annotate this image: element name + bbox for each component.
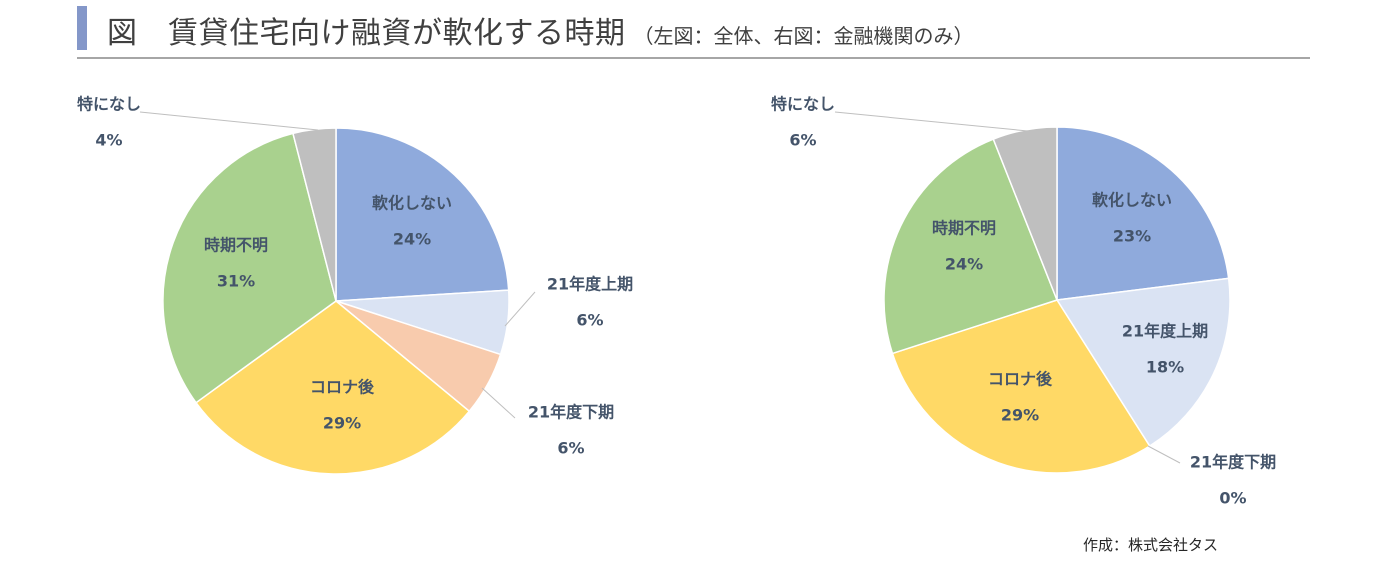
slice-label-unknown: 時期不明 bbox=[204, 236, 268, 255]
pie-slice-after-corona bbox=[194, 300, 471, 475]
slice-value-h1-21: 6% bbox=[576, 311, 603, 330]
pie-chart-financial-institutions: 軟化しない 23% 21年度上期 18% 21年度下期 0% コロナ後 29% 時期不明 24% 特… bbox=[771, 95, 1276, 508]
leader-line-none bbox=[834, 111, 1029, 132]
slice-label-h2-21: 21年度下期 bbox=[1190, 453, 1276, 472]
pie-slice-h1-21 bbox=[1055, 277, 1231, 448]
slice-label-h1-21: 21年度上期 bbox=[1122, 322, 1208, 341]
title-subtitle: （左図：全体、右図：金融機関のみ） bbox=[633, 24, 974, 48]
title-accent-bar bbox=[77, 6, 87, 50]
pie-chart-overall: 軟化しない 24% 21年度上期 6% 21年度下期 6% コロナ後 29% 時期不明 31% 特に… bbox=[77, 95, 633, 475]
slice-value-after-corona: 29% bbox=[1001, 406, 1039, 425]
slice-label-soften-none: 軟化しない bbox=[372, 194, 452, 213]
pie-slice-unknown bbox=[162, 132, 337, 404]
slice-value-unknown: 24% bbox=[945, 255, 983, 274]
slice-value-h1-21: 18% bbox=[1146, 358, 1184, 377]
slice-label-unknown: 時期不明 bbox=[932, 219, 996, 238]
slice-value-after-corona: 29% bbox=[323, 414, 361, 433]
pie-slice-none bbox=[992, 126, 1058, 301]
slice-label-none: 特になし bbox=[77, 95, 141, 114]
leader-line-h2-21 bbox=[481, 387, 516, 419]
credit-text: 作成：株式会社タス bbox=[1083, 536, 1219, 554]
slice-label-after-corona: コロナ後 bbox=[310, 378, 375, 397]
slice-label-after-corona: コロナ後 bbox=[988, 370, 1053, 389]
leader-line-h2-21 bbox=[1147, 445, 1181, 464]
slice-value-h2-21: 0% bbox=[1219, 489, 1246, 508]
pie-slice-after-corona bbox=[891, 299, 1151, 474]
title-divider bbox=[77, 57, 1310, 59]
slice-value-none: 6% bbox=[789, 131, 816, 150]
slice-value-soften-none: 23% bbox=[1113, 227, 1151, 246]
slice-label-none: 特になし bbox=[771, 95, 835, 114]
pie-slice-soften-none bbox=[1056, 126, 1230, 301]
leader-line-none bbox=[139, 111, 319, 131]
page-title: 図 賃貸住宅向け融資が軟化する時期 （左図：全体、右図：金融機関のみ） bbox=[107, 8, 974, 52]
leader-line-h1-21 bbox=[504, 291, 536, 327]
slice-value-soften-none: 24% bbox=[393, 230, 431, 249]
slice-label-soften-none: 軟化しない bbox=[1092, 191, 1172, 210]
pie-slice-soften-none bbox=[335, 127, 510, 302]
slice-value-h2-21: 6% bbox=[557, 439, 584, 458]
slice-label-h1-21: 21年度上期 bbox=[547, 275, 633, 294]
slice-value-none: 4% bbox=[95, 131, 122, 150]
title-main: 図 賃貸住宅向け融資が軟化する時期 bbox=[107, 16, 626, 51]
slice-label-h2-21: 21年度下期 bbox=[528, 403, 614, 422]
slice-value-unknown: 31% bbox=[217, 272, 255, 291]
